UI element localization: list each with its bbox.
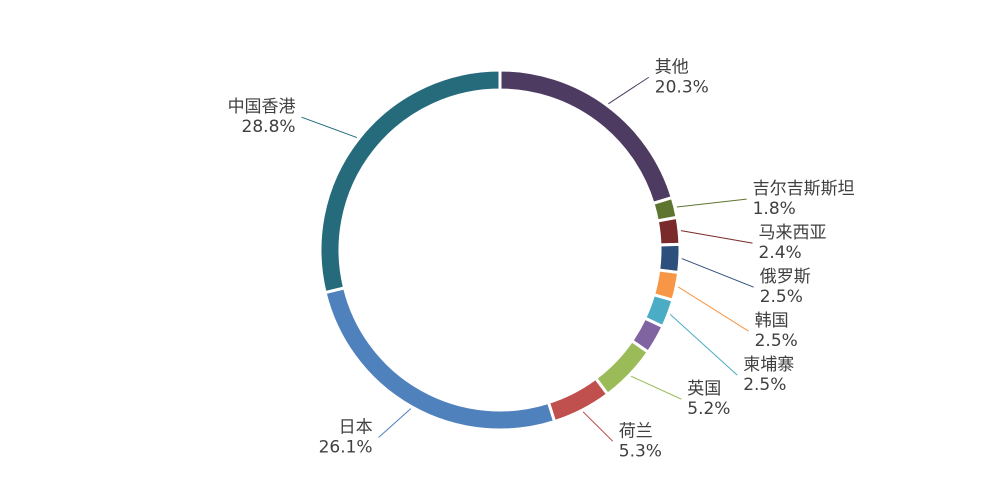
slice-label: 马来西亚 <box>759 223 827 243</box>
slice-label: 英国 <box>687 379 721 399</box>
leader-line <box>677 286 749 332</box>
value-label: 1.8% <box>753 199 796 219</box>
leader-line <box>608 76 650 105</box>
slice-label: 俄罗斯 <box>760 267 811 287</box>
value-label: 26.1% <box>319 437 373 457</box>
leader-line <box>301 116 358 139</box>
value-label: 5.3% <box>619 441 662 461</box>
slice-label: 韩国 <box>755 311 789 331</box>
value-label: 2.5% <box>755 331 798 351</box>
value-label: 2.4% <box>759 243 802 263</box>
slice-label: 吉尔吉斯斯坦 <box>753 179 855 199</box>
slice-label: 柬埔寨 <box>743 355 794 375</box>
donut-slice <box>657 242 682 275</box>
value-label: 2.5% <box>760 287 803 307</box>
donut-slice <box>593 338 651 397</box>
leader-line <box>378 408 412 438</box>
leader-line <box>676 198 747 208</box>
leader-line <box>680 230 753 244</box>
value-label: 28.8% <box>242 117 296 137</box>
slice-label: 其他 <box>655 57 689 77</box>
donut-slice <box>546 376 610 424</box>
leader-line <box>669 313 738 376</box>
slice-label: 中国香港 <box>228 97 296 117</box>
value-label: 2.5% <box>743 375 786 395</box>
value-label: 20.3% <box>655 77 709 97</box>
leader-line <box>681 258 754 288</box>
leader-line <box>630 375 682 400</box>
donut-slice <box>323 286 557 432</box>
donut-slice <box>498 68 675 206</box>
slice-label: 日本 <box>339 417 373 437</box>
slice-label: 荷兰 <box>619 421 653 441</box>
donut-slice <box>655 215 682 247</box>
leader-line <box>582 411 614 442</box>
donut-slice <box>318 68 502 295</box>
value-label: 5.2% <box>687 399 730 419</box>
